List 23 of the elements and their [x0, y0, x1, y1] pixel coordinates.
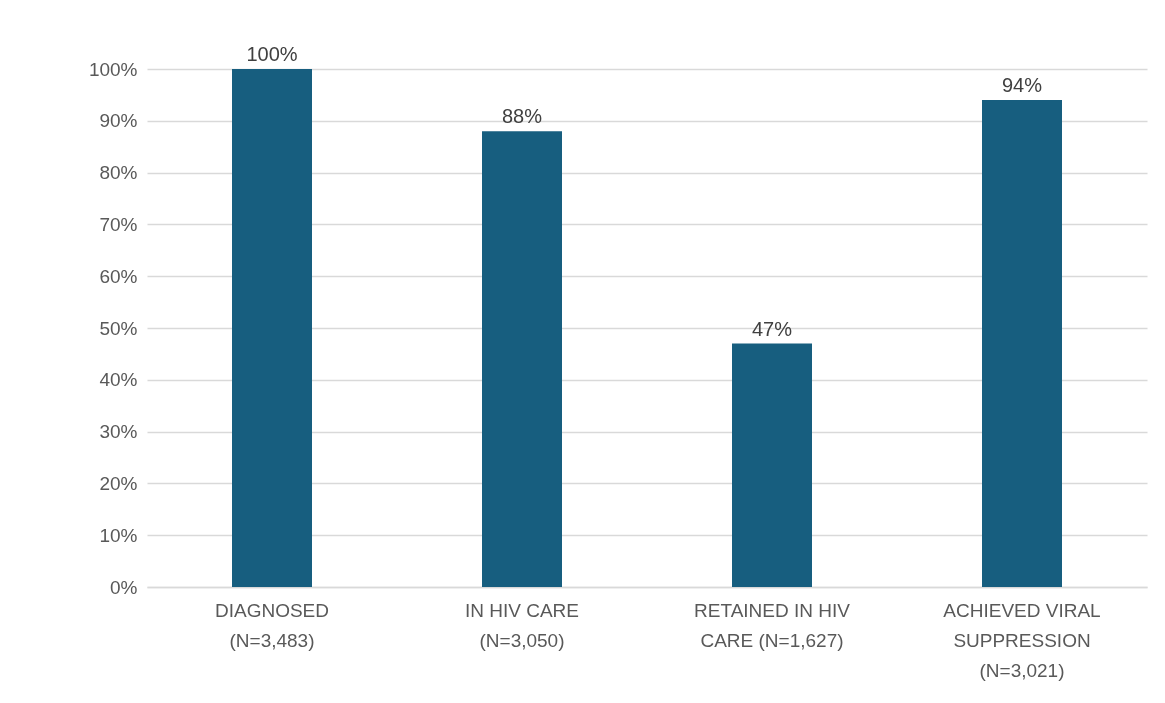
y-tick-label: 80%	[99, 162, 138, 184]
bar	[732, 343, 812, 587]
x-tick-label: DIAGNOSED (N=3,483)	[214, 599, 330, 651]
data-label: 100%	[246, 43, 298, 65]
y-tick-label: 50%	[99, 317, 138, 339]
y-tick-label: 60%	[99, 265, 138, 287]
data-label: 88%	[501, 105, 543, 128]
y-tick-label: 100%	[88, 58, 138, 80]
y-tick-label: 40%	[99, 369, 138, 391]
bar	[232, 69, 312, 587]
x-tick-label: ACHIEVED VIRAL SUPPRESSION (N=3,021)	[943, 599, 1101, 681]
y-tick-label: 0%	[110, 576, 138, 598]
bar	[482, 131, 562, 587]
data-label: 47%	[751, 317, 793, 340]
bar	[982, 100, 1062, 587]
data-label: 94%	[1001, 74, 1043, 97]
y-tick-label: 30%	[99, 421, 138, 443]
x-tick-label: IN HIV CARE (N=3,050)	[464, 599, 580, 651]
y-tick-label: 70%	[99, 213, 138, 235]
y-tick-label: 20%	[99, 472, 138, 494]
x-tick-label: RETAINED IN HIV CARE (N=1,627)	[694, 599, 851, 651]
y-tick-label: 10%	[99, 524, 138, 546]
y-tick-label: 90%	[99, 110, 138, 132]
